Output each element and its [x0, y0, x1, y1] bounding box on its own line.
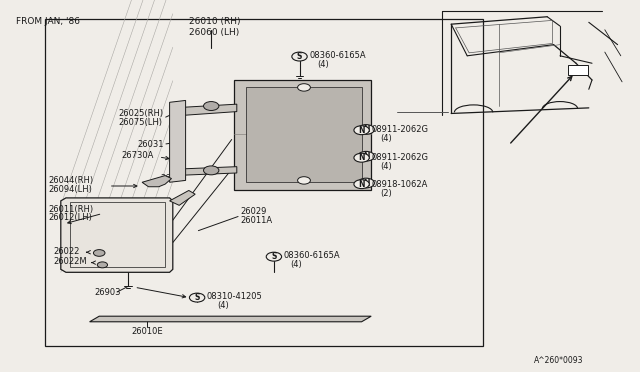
Text: 26075(LH): 26075(LH) [118, 118, 163, 127]
Text: 26031: 26031 [138, 140, 164, 149]
Text: 26010 (RH): 26010 (RH) [189, 17, 240, 26]
Text: S: S [297, 52, 302, 61]
Text: A^260*0093: A^260*0093 [534, 356, 584, 365]
Polygon shape [61, 198, 173, 272]
Text: N: N [363, 125, 369, 134]
Circle shape [358, 125, 374, 134]
Text: 26022M: 26022M [53, 257, 87, 266]
Circle shape [354, 180, 369, 189]
Text: 08918-1062A: 08918-1062A [371, 180, 428, 189]
Circle shape [298, 177, 310, 184]
Text: (4): (4) [290, 260, 301, 269]
Text: 26022: 26022 [53, 247, 79, 256]
Polygon shape [90, 316, 371, 322]
Circle shape [204, 102, 219, 110]
Text: 26029: 26029 [240, 207, 266, 216]
Polygon shape [246, 87, 362, 182]
Text: 08310-41205: 08310-41205 [207, 292, 262, 301]
Text: 26011A: 26011A [240, 216, 272, 225]
Bar [45, 19, 483, 346]
Text: 26903: 26903 [95, 288, 121, 296]
Circle shape [292, 52, 307, 61]
Text: N: N [358, 180, 365, 189]
Text: N: N [363, 179, 369, 187]
Polygon shape [142, 176, 172, 187]
Circle shape [358, 151, 374, 161]
Bar [568, 65, 588, 75]
Text: FROM JAN, '86: FROM JAN, '86 [16, 17, 80, 26]
Circle shape [358, 178, 374, 188]
Circle shape [97, 262, 108, 268]
Text: S: S [271, 252, 276, 261]
Circle shape [354, 153, 369, 162]
Text: 26012(LH): 26012(LH) [48, 214, 92, 222]
Circle shape [298, 84, 310, 91]
Text: S: S [195, 293, 200, 302]
Text: (4): (4) [317, 60, 328, 69]
Text: (2): (2) [380, 189, 392, 198]
Circle shape [354, 126, 369, 135]
Text: N: N [358, 153, 365, 162]
Polygon shape [173, 167, 237, 176]
Text: N: N [363, 152, 369, 161]
Text: 26029: 26029 [160, 174, 186, 183]
Text: 08911-2062G: 08911-2062G [371, 125, 428, 134]
Text: 26010E: 26010E [131, 327, 163, 336]
Circle shape [204, 166, 219, 175]
Polygon shape [170, 100, 186, 182]
Text: (4): (4) [380, 134, 392, 143]
Text: N: N [358, 126, 365, 135]
Text: 26011(RH): 26011(RH) [48, 205, 93, 214]
Text: 26094(LH): 26094(LH) [48, 185, 92, 194]
Circle shape [189, 293, 205, 302]
Text: 08360-6165A: 08360-6165A [284, 251, 340, 260]
Text: 08360-6165A: 08360-6165A [309, 51, 365, 60]
Text: (4): (4) [380, 162, 392, 171]
Text: (4): (4) [218, 301, 229, 310]
Text: 26730A: 26730A [122, 151, 154, 160]
Polygon shape [170, 190, 195, 205]
Text: 26025(RH): 26025(RH) [118, 109, 164, 118]
Text: 26060 (LH): 26060 (LH) [189, 28, 239, 37]
Text: 26044(RH): 26044(RH) [48, 176, 93, 185]
Circle shape [266, 252, 282, 261]
Text: 08911-2062G: 08911-2062G [371, 153, 428, 162]
Polygon shape [173, 104, 237, 116]
Polygon shape [234, 80, 371, 190]
Circle shape [93, 250, 105, 256]
